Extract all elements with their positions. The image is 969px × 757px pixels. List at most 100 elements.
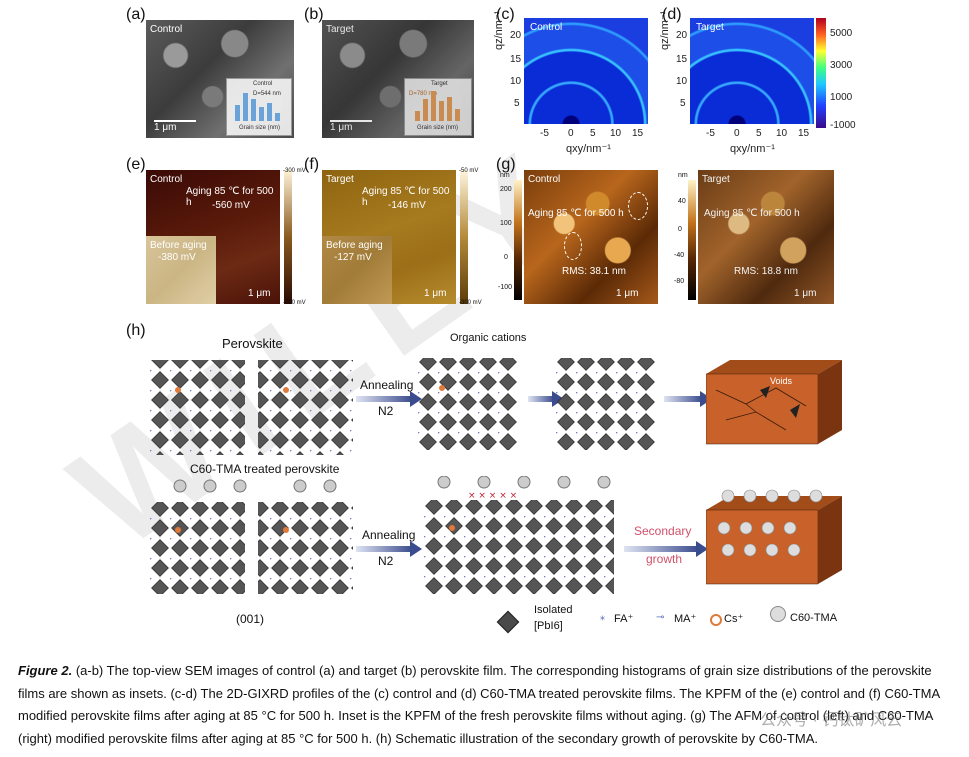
afm-target-aging: Aging 85 ℃ for 500 h <box>704 208 800 219</box>
panel-c-label: (c) <box>496 6 515 23</box>
legend-isolated: Isolated <box>534 604 573 616</box>
kpfm-control-aging: Aging 85 ℃ for 500 h <box>186 186 274 208</box>
legend-cs: Cs⁺ <box>724 613 744 625</box>
gixrd-target-title: Target <box>696 22 724 33</box>
social-watermark: 公众号 · 钙钛矿风云 <box>760 712 903 729</box>
cbar-tick: -1000 <box>830 120 856 131</box>
hist-value: D=780 nm <box>409 91 437 97</box>
arrow-2 <box>528 396 554 402</box>
cbar-tick: 100 <box>500 220 512 227</box>
kpfm-control-inset: Before aging -380 mV <box>146 236 216 304</box>
gixrd-control-ylabel: qz/nm⁻¹ <box>493 10 505 50</box>
xtick: 5 <box>756 128 762 139</box>
kpfm-control-value: -560 mV <box>212 200 250 211</box>
panel-g-label: (g) <box>496 156 516 173</box>
afm-unit: nm <box>500 172 510 179</box>
legend-c60: C60-TMA <box>790 612 838 624</box>
gixrd-target-xlabel: qxy/nm⁻¹ <box>730 143 775 155</box>
perovskite-lattice-2 <box>418 358 518 450</box>
xtick: 0 <box>568 128 574 139</box>
gixrd-colorbar <box>816 18 826 128</box>
secondary-growth-arrow <box>624 546 698 552</box>
scale-bar <box>330 120 372 122</box>
inset-title: Before aging <box>150 240 207 251</box>
gixrd-target-ylabel: qz/nm⁻¹ <box>659 10 671 50</box>
treated-lattice-annealed: × × × × × <box>424 476 614 594</box>
gixrd-control-title: Control <box>530 22 563 33</box>
cbar-tick: -40 <box>674 252 685 259</box>
kpfm-control-title: Control <box>150 174 183 185</box>
grain-ellipse <box>628 192 648 220</box>
ytick: 10 <box>676 76 688 87</box>
annealing-label: Annealing <box>360 378 414 392</box>
cbar-top: -50 mV <box>459 168 479 174</box>
afm-target-image: Target Aging 85 ℃ for 500 h RMS: 18.8 nm… <box>698 170 834 304</box>
ytick: 15 <box>676 54 688 65</box>
afm-unit: nm <box>678 172 688 179</box>
xtick: 0 <box>734 128 740 139</box>
cbar-tick: 200 <box>500 186 512 193</box>
hist-legend: Target <box>431 81 448 87</box>
perovskite-label: Perovskite <box>222 336 283 351</box>
caption-text: (a-b) The top-view SEM images of control… <box>18 663 940 746</box>
treated-film-block <box>706 489 842 585</box>
secondary-label: Secondary <box>634 524 692 538</box>
xtick: 15 <box>632 128 644 139</box>
arrow-3 <box>664 396 702 402</box>
c60-legend-icon <box>770 606 786 622</box>
cbar-tick: 3000 <box>830 60 853 71</box>
gixrd-control-image: Control <box>524 18 648 124</box>
panel-a-label: (a) <box>126 6 146 23</box>
panel-e-label: (e) <box>126 156 146 173</box>
sem-target-image: Target 1 μm Target D=780 nm Grain size (… <box>322 20 474 138</box>
perovskite-lattice-1 <box>150 360 353 455</box>
caption-figure-number: Figure 2. <box>18 663 73 678</box>
cbar-tick: 0 <box>504 254 508 261</box>
afm-target-scale: 1 μm <box>794 288 817 299</box>
hist-legend: Control <box>253 81 273 87</box>
ytick: 5 <box>514 98 520 109</box>
cbar-tick: 1000 <box>830 92 853 103</box>
figure-caption: Figure 2. (a-b) The top-view SEM images … <box>18 660 953 750</box>
legend-pbi6: [PbI6] <box>534 620 563 632</box>
cbar-tick: 40 <box>678 198 686 205</box>
sem-control-image: Control 1 μm Control D=544 nm Grain size… <box>146 20 294 138</box>
secondary-growth-arrowhead <box>696 541 708 557</box>
afm-target-colorbar <box>688 180 696 300</box>
xtick: -5 <box>706 128 715 139</box>
inset-value: -127 mV <box>334 252 372 263</box>
legend-fa: FA⁺ <box>614 613 634 625</box>
sem-control-scale: 1 μm <box>154 122 177 133</box>
inset-title: Before aging <box>326 240 383 251</box>
cbar-tick: -80 <box>674 278 685 285</box>
grain-ellipse <box>564 232 582 260</box>
panel-d-label: (d) <box>662 6 682 23</box>
xtick: 5 <box>590 128 596 139</box>
afm-control-aging: Aging 85 ℃ for 500 h <box>528 208 624 219</box>
sem-control-title: Control <box>150 24 183 35</box>
kpfm-target-scale: 1 μm <box>424 288 447 299</box>
hist-value: D=544 nm <box>253 91 281 97</box>
voids-label: Voids <box>770 376 793 386</box>
afm-control-image: Control Aging 85 ℃ for 500 h RMS: 38.1 n… <box>524 170 658 304</box>
scale-bar <box>154 120 196 122</box>
xtick: -5 <box>540 128 549 139</box>
gixrd-control-xlabel: qxy/nm⁻¹ <box>566 143 611 155</box>
facet-label: (001) <box>236 612 265 626</box>
kpfm-target-title: Target <box>326 174 354 185</box>
organic-cations-label: Organic cations <box>450 332 527 344</box>
treated-label: C60-TMA treated perovskite <box>190 462 340 476</box>
kpfm-control-scale: 1 μm <box>248 288 271 299</box>
sem-target-title: Target <box>326 24 354 35</box>
panel-h-label: (h) <box>126 322 146 339</box>
treated-lattice <box>150 479 353 594</box>
grain-histogram-control: Control D=544 nm Grain size (nm) <box>226 78 292 136</box>
afm-control-scale: 1 μm <box>616 288 639 299</box>
kpfm-control-image: Control Aging 85 ℃ for 500 h -560 mV Bef… <box>146 170 280 304</box>
hist-xlabel: Grain size (nm) <box>239 125 281 131</box>
n2-label: N2 <box>378 404 394 418</box>
afm-control-colorbar <box>514 180 522 300</box>
afm-control-rms: RMS: 38.1 nm <box>562 266 626 277</box>
n2-label: N2 <box>378 554 394 568</box>
afm-control-title: Control <box>528 174 561 185</box>
